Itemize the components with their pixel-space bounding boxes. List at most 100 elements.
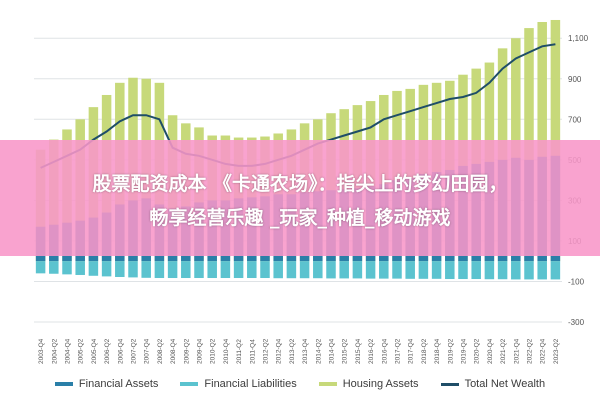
x-tick-label: 2022-Q4 [540, 338, 547, 364]
x-tick-label: 2005-Q4 [91, 338, 98, 364]
x-tick-label: 2010-Q2 [210, 338, 217, 364]
bar-financial-liabilities [365, 261, 376, 279]
bar-financial-liabilities [392, 261, 402, 279]
y-tick-label: 900 [568, 75, 582, 84]
bar-financial-liabilities [35, 261, 46, 274]
x-tick-label: 2019-Q2 [447, 338, 454, 364]
x-tick-label: 2005-Q2 [78, 338, 85, 364]
x-tick-label: 2009-Q4 [197, 338, 204, 364]
x-tick-label: 2015-Q4 [355, 338, 362, 364]
legend-label: Financial Liabilities [204, 378, 297, 390]
y-tick-label: -100 [568, 277, 585, 286]
bar-financial-liabilities [418, 261, 429, 279]
y-tick-label: 1,100 [568, 34, 589, 43]
legend-swatch-total-net-wealth [440, 382, 459, 386]
x-tick-label: 2011-Q2 [236, 339, 243, 364]
banner-title-line1: 股票配资成本 《卡通农场》：指尖上的梦幻田园， [92, 173, 508, 195]
bar-financial-liabilities [75, 261, 85, 275]
x-tick-label: 2021-Q4 [513, 338, 520, 364]
bar-financial-liabilities [524, 261, 534, 280]
legend-item-total-net-wealth: Total Net Wealth [440, 378, 546, 390]
banner-title-line2: 畅享经营乐趣 _玩家_种植_移动游戏 [149, 207, 451, 229]
legend: Financial Assets Financial Liabilities H… [0, 374, 600, 394]
x-tick-label: 2014-Q2 [315, 338, 322, 364]
bar-financial-liabilities [220, 261, 231, 279]
bar-financial-liabilities [405, 261, 415, 279]
bar-financial-liabilities [260, 261, 270, 279]
legend-item-financial-assets: Financial Assets [54, 378, 159, 390]
legend-swatch-financial-assets [54, 382, 73, 386]
x-tick-label: 2004-Q4 [65, 338, 72, 364]
bar-financial-liabilities [181, 261, 191, 279]
bar-financial-liabilities [431, 261, 442, 279]
x-axis-labels: 2003-Q4 2004-Q2 2004-Q4 2005-Q2 2005-Q4 2006-… [38, 338, 560, 364]
overlay-banner [0, 140, 600, 256]
bar-financial-liabilities [154, 261, 165, 279]
x-tick-label: 2022-Q2 [527, 338, 534, 364]
bar-financial-liabilities [511, 261, 521, 280]
x-tick-label: 2006-Q4 [117, 338, 124, 364]
bar-financial-liabilities [49, 261, 59, 274]
x-tick-label: 2008-Q2 [157, 338, 164, 364]
x-tick-label: 2007-Q2 [131, 338, 138, 364]
bar-financial-liabilities [379, 261, 389, 279]
legend-swatch-housing-assets [318, 382, 337, 386]
bar-financial-liabilities [167, 261, 178, 279]
y-tick-label: -300 [568, 318, 585, 327]
x-tick-label: 2020-Q4 [487, 338, 494, 364]
x-tick-label: 2004-Q2 [51, 338, 58, 364]
bar-financial-liabilities [458, 261, 468, 280]
legend-label: Financial Assets [78, 378, 159, 390]
x-tick-label: 2018-Q2 [421, 338, 428, 364]
x-tick-label: 2020-Q2 [474, 338, 481, 364]
legend-label: Housing Assets [342, 378, 419, 390]
x-tick-label: 2014-Q4 [329, 338, 336, 364]
x-tick-label: 2013-Q2 [289, 338, 296, 364]
x-tick-label: 2018-Q4 [434, 338, 441, 364]
x-tick-label: 2023-Q2 [553, 338, 560, 364]
x-tick-label: 2013-Q4 [302, 338, 309, 364]
x-tick-label: 2015-Q2 [342, 338, 349, 364]
bar-financial-liabilities [286, 261, 297, 279]
bar-financial-liabilities [484, 261, 495, 280]
bar-financial-liabilities [326, 261, 336, 279]
bar-financial-liabilities [128, 261, 138, 278]
legend-item-financial-liabilities: Financial Liabilities [180, 378, 297, 390]
x-tick-label: 2009-Q2 [183, 338, 190, 364]
bar-financial-liabilities [88, 261, 99, 276]
x-tick-label: 2012-Q4 [276, 338, 283, 364]
x-tick-label: 2016-Q2 [368, 338, 375, 364]
bar-financial-liabilities [313, 261, 323, 279]
x-tick-label: 2016-Q4 [381, 338, 388, 364]
bar-financial-liabilities [233, 261, 244, 279]
bar-financial-liabilities [550, 261, 561, 280]
bar-financial-liabilities [141, 261, 151, 278]
bar-financial-liabilities [497, 261, 508, 280]
bar-financial-liabilities [299, 261, 310, 279]
bar-financial-liabilities [247, 261, 257, 279]
x-tick-label: 2008-Q4 [170, 338, 177, 364]
bar-financial-liabilities [62, 261, 72, 275]
legend-label: Total Net Wealth [464, 378, 546, 390]
bar-financial-liabilities [115, 261, 125, 277]
x-tick-label: 2012-Q2 [263, 338, 270, 364]
x-tick-label: 2011-Q4 [249, 339, 256, 364]
bar-financial-liabilities [101, 261, 112, 277]
bar-financial-liabilities [352, 261, 363, 279]
bar-financial-liabilities [471, 261, 481, 280]
x-tick-label: 2017-Q2 [395, 338, 402, 364]
x-tick-label: 2010-Q4 [223, 338, 230, 364]
x-tick-label: 2019-Q4 [461, 338, 468, 364]
bar-financial-liabilities [445, 261, 455, 280]
bar-financial-liabilities [273, 261, 283, 279]
bar-financial-liabilities [207, 261, 217, 279]
bar-financial-liabilities [339, 261, 349, 279]
legend-swatch-financial-liabilities [180, 382, 199, 386]
x-tick-label: 2003-Q4 [38, 338, 45, 364]
y-tick-label: 700 [568, 115, 582, 124]
x-tick-label: 2017-Q4 [408, 338, 415, 364]
x-tick-label: 2007-Q4 [144, 338, 151, 364]
bar-financial-liabilities [537, 261, 547, 280]
x-tick-label: 2021-Q2 [500, 338, 507, 364]
x-tick-label: 2006-Q2 [104, 338, 111, 364]
